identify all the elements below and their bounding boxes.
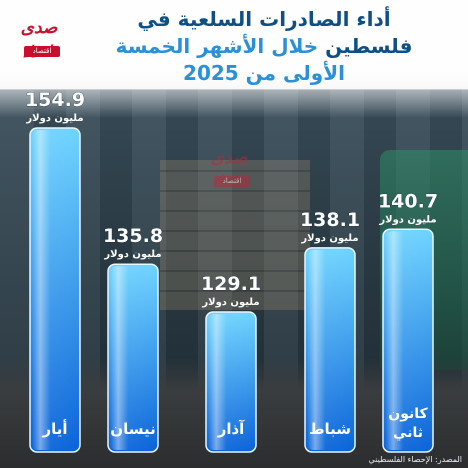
header-background: [0, 0, 468, 118]
chart-title: أداء الصادرات السلعية في فلسطين خلال الأ…: [70, 6, 458, 87]
category-label-5-b: ثاني: [393, 425, 423, 441]
category-label-5-a: كانون: [388, 406, 428, 422]
bar-shine-5: [385, 231, 431, 450]
category-label-1: أيار: [41, 419, 67, 438]
title-line-2a: فلسطين: [325, 34, 413, 58]
unit-label-5: مليون دولار: [378, 214, 436, 225]
unit-label-1: مليون دولار: [25, 113, 83, 124]
title-line-3: الأولى من 2025: [183, 61, 345, 85]
logo-subtext: اقتصاد: [24, 46, 60, 57]
category-label-3: آذار: [217, 420, 245, 438]
source-note: المصدر: الإحصاء الفلسطيني: [368, 455, 462, 464]
bar-shine-2: [110, 266, 156, 450]
value-label-2: 135.8: [103, 225, 163, 247]
value-label-3: 129.1: [201, 273, 261, 295]
bar-shine-1: [32, 130, 78, 450]
bars-group: 154.9 مليون دولار أيار 135.8 مليون دولار نيسا…: [25, 89, 438, 453]
category-label-4: شباط: [309, 420, 351, 438]
value-label-5: 140.7: [378, 190, 438, 212]
unit-label-2: مليون دولار: [103, 249, 161, 260]
category-label-2: نيسان: [110, 420, 155, 438]
watermark-subtext: اقتصاد: [214, 176, 250, 187]
bar-shine-4: [307, 249, 353, 450]
title-line-1: أداء الصادرات السلعية في: [137, 7, 391, 31]
bar-shine-3: [208, 314, 254, 450]
unit-label-3: مليون دولار: [201, 297, 259, 308]
watermark-logo: صدى نيوز اقتصاد: [200, 148, 260, 192]
value-label-4: 138.1: [300, 209, 360, 231]
title-line-2b: خلال الأشهر الخمسة: [115, 34, 319, 58]
value-label-1: 154.9: [25, 89, 85, 111]
brand-logo: صدى نيوز اقتصاد: [10, 18, 68, 64]
unit-label-4: مليون دولار: [300, 233, 358, 244]
